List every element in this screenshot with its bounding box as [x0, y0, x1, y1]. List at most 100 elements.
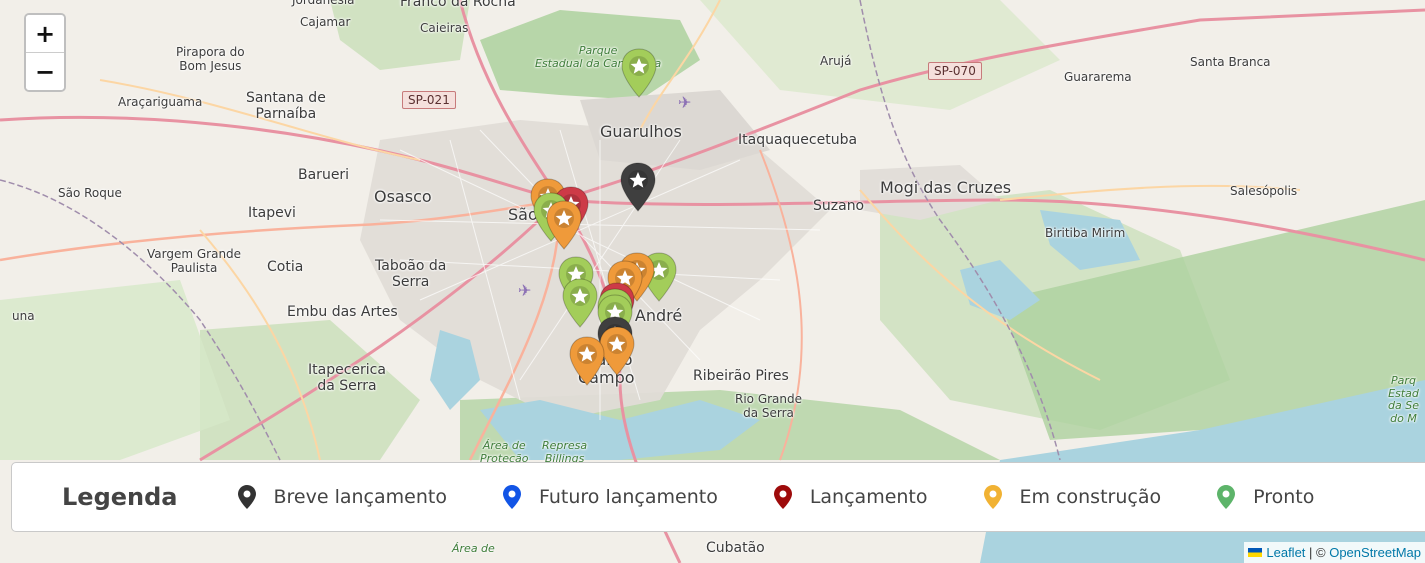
star-pin-icon — [599, 326, 635, 376]
legend-title: Legenda — [62, 483, 178, 511]
forest-area-north — [330, 0, 470, 70]
boundary-line — [859, 0, 1061, 461]
star-pin-icon — [562, 278, 598, 328]
zoom-out-button[interactable]: − — [26, 52, 64, 90]
star-pin-icon — [546, 200, 582, 250]
legend-item-pronto: Pronto — [1217, 485, 1314, 509]
place-label-osasco: Osasco — [374, 187, 432, 206]
star-pin-icon — [621, 48, 657, 98]
road-primary — [639, 0, 721, 131]
map-attribution: Leaflet | © OpenStreetMap — [1244, 542, 1425, 563]
property-marker-construcao[interactable] — [568, 336, 606, 386]
reservoir-east — [960, 260, 1040, 320]
place-label-guarulhos: Guarulhos — [600, 122, 682, 141]
legend-label: Futuro lançamento — [538, 486, 718, 508]
place-label-sao-roque: São Roque — [58, 186, 122, 200]
place-label-salesopolis: Salesópolis — [1230, 184, 1298, 198]
legend-panel: Legenda Breve lançamento Futuro lançament… — [11, 462, 1425, 532]
map-pin-icon — [502, 485, 521, 509]
urban-area-mogi — [860, 165, 1000, 220]
place-label-una: una — [12, 309, 35, 323]
reservoir-billings — [480, 400, 760, 460]
legend-label: Lançamento — [809, 486, 928, 508]
road-shield-sp-070: SP-070 — [928, 62, 982, 80]
forest-area-west — [0, 280, 230, 460]
place-label-area-de: Área de — [452, 542, 495, 555]
place-label-embu: Embu das Artes — [287, 304, 398, 320]
place-label-parque-serra: Parq Estad da Se do M — [1388, 374, 1419, 425]
place-label-cubatao: Cubatão — [706, 540, 765, 556]
legend-item-futuro: Futuro lançamento — [502, 485, 718, 509]
place-label-represa: Represa Billings — [542, 439, 588, 465]
legend-item-breve: Breve lançamento — [237, 485, 447, 509]
airport-icon: ✈ — [678, 93, 691, 112]
star-pin-icon — [569, 336, 605, 386]
forest-area-northeast — [700, 0, 1060, 110]
legend-item-construcao: Em construção — [983, 485, 1162, 509]
place-label-itapecerica: Itapecerica da Serra — [308, 362, 386, 395]
place-label-santo-andre: o André — [620, 306, 683, 325]
zoom-control[interactable]: + − — [24, 13, 66, 92]
place-label-aracariguama: Araçariguama — [118, 95, 203, 109]
attribution-separator: | © — [1305, 545, 1330, 560]
legend-item-lancamento: Lançamento — [773, 485, 928, 509]
place-label-santana-parnaiba: Santana de Parnaíba — [246, 90, 326, 123]
urban-area-guarulhos — [580, 90, 770, 170]
place-label-rio-grande: Rio Grande da Serra — [735, 392, 803, 420]
road-trunk — [0, 198, 561, 262]
airport-icon: ✈ — [518, 281, 531, 300]
zoom-in-button[interactable]: + — [26, 15, 64, 52]
leaflet-link[interactable]: Leaflet — [1266, 545, 1306, 560]
road-primary — [199, 229, 321, 461]
legend-label: Breve lançamento — [273, 486, 447, 508]
place-label-pirapora: Pirapora do Bom Jesus — [176, 45, 245, 73]
osm-link[interactable]: OpenStreetMap — [1329, 545, 1421, 560]
road-primary — [99, 79, 421, 161]
place-label-taboao: Taboão da Serra — [375, 258, 447, 291]
property-marker-breve[interactable] — [619, 162, 657, 212]
legend-label: Em construção — [1019, 486, 1162, 508]
place-label-biritiba: Biritiba Mirim — [1045, 226, 1126, 240]
forest-area-serra — [1000, 200, 1425, 440]
reservoir-guarapiranga — [430, 330, 480, 410]
legend-items: Breve lançamento Futuro lançamento Lançame… — [237, 485, 1371, 509]
place-label-mogi: Mogi das Cruzes — [880, 178, 1012, 197]
road-motorway — [199, 198, 562, 462]
road-motorway — [458, 0, 562, 201]
road-primary — [999, 184, 1301, 201]
road-trunk — [759, 149, 803, 461]
place-label-jordanesia: Jordanésia — [292, 0, 355, 7]
star-pin-icon — [620, 162, 656, 212]
place-label-area-protecao: Área de Proteção — [480, 439, 529, 465]
reservoir-taiacupeba — [1040, 210, 1140, 270]
place-label-vargem: Vargem Grande Paulista — [147, 247, 242, 275]
place-label-aruja: Arujá — [820, 54, 852, 68]
place-label-ribeirao: Ribeirão Pires — [693, 368, 789, 384]
place-label-sao-paulo: São — [508, 205, 538, 224]
place-label-franco-rocha: Franco da Rocha — [400, 0, 516, 10]
boundary-line — [0, 179, 281, 461]
property-marker-construcao[interactable] — [598, 326, 636, 376]
place-label-caieiras: Caieiras — [420, 21, 469, 35]
map-pin-icon — [983, 485, 1002, 509]
road-motorway — [559, 8, 1425, 202]
property-marker-construcao[interactable] — [545, 200, 583, 250]
property-marker-pronto[interactable] — [561, 278, 599, 328]
place-label-barueri: Barueri — [298, 167, 350, 183]
legend-label: Pronto — [1253, 486, 1315, 508]
map-pin-icon — [773, 485, 792, 509]
place-label-itaquaquecetuba: Itaquaquecetuba — [738, 132, 858, 148]
place-label-santa-branca: Santa Branca — [1190, 55, 1271, 69]
map-pin-icon — [237, 485, 256, 509]
place-label-suzano: Suzano — [813, 198, 865, 214]
place-label-guararema: Guararema — [1064, 70, 1132, 84]
property-marker-pronto[interactable] — [620, 48, 658, 98]
road-primary — [859, 189, 1101, 381]
place-label-cajamar: Cajamar — [300, 15, 351, 29]
road-shield-sp-021: SP-021 — [402, 91, 456, 109]
map-pin-icon — [1217, 485, 1236, 509]
ukraine-flag-icon — [1248, 548, 1263, 557]
place-label-itapevi: Itapevi — [248, 205, 296, 221]
